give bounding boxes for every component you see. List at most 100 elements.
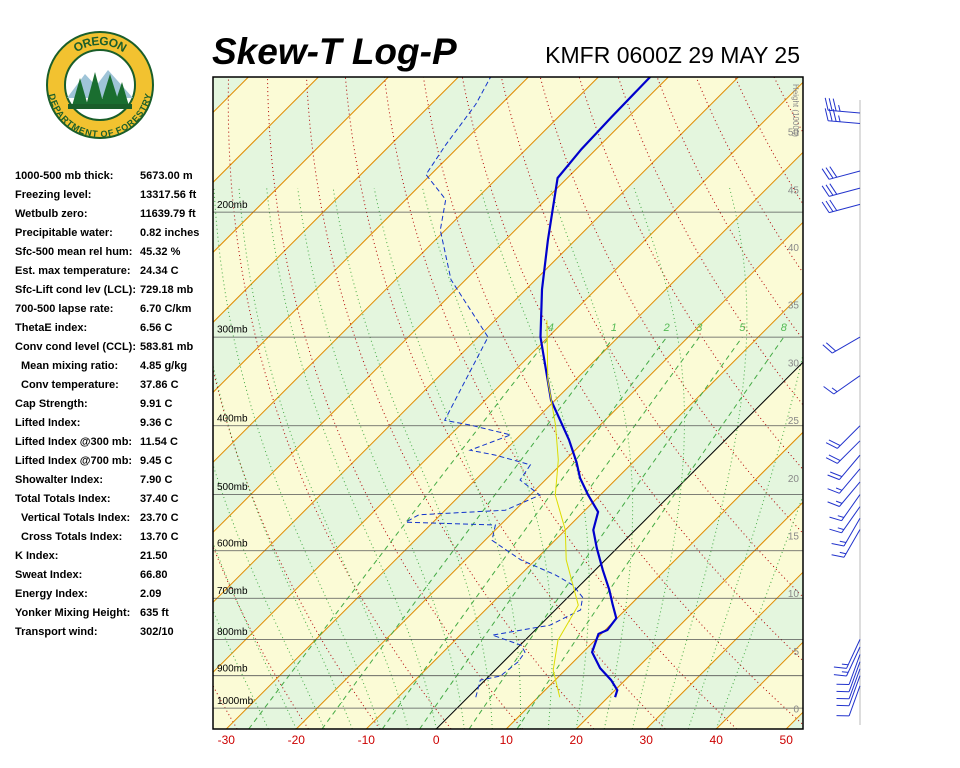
y-tick-label: 900mb [217, 663, 248, 674]
profile-line [546, 320, 579, 698]
moist-adiabat [715, 494, 803, 729]
y-tick-label: 400mb [217, 413, 248, 424]
stat-value: 24.34 C [140, 265, 179, 277]
wind-barb [827, 481, 861, 507]
stat-value: 583.81 mb [140, 341, 193, 353]
stat-label: Vertical Totals Index: [21, 512, 130, 524]
stat-value: 45.32 % [140, 246, 181, 258]
wind-barb [825, 440, 861, 464]
profile-line [539, 77, 651, 698]
mixing-ratio-line [321, 336, 615, 729]
wind-barb [836, 668, 861, 700]
isotherm [213, 77, 599, 464]
stat-label: Lifted Index: [15, 417, 80, 429]
mixing-ratio-label: 2 [663, 322, 670, 334]
wind-barb [836, 654, 861, 685]
isotherm-grid-line [575, 501, 803, 729]
mixing-ratio-label: .4 [545, 322, 554, 334]
stat-value: 21.50 [140, 550, 168, 562]
stat-value: 11.54 C [140, 436, 178, 448]
x-tick-label: 0 [433, 733, 440, 747]
stat-label: 700-500 lapse rate: [15, 303, 113, 315]
mixing-ratio-label: 8 [781, 322, 788, 334]
moist-adiabat [213, 463, 325, 729]
stat-label: Yonker Mixing Height: [15, 607, 130, 619]
x-tick-label: -30 [218, 733, 236, 747]
stat-value: 9.45 C [140, 455, 172, 467]
isotherm-grid-line [295, 221, 803, 729]
stat-value: 2.09 [140, 588, 161, 600]
stat-label: Cap Strength: [15, 398, 88, 410]
plot-overlay: -30 -20 -10 0 10 20 30 40 50.4 1 2 3 5 81000mb900mb80… [212, 76, 804, 747]
stat-label: Conv temperature: [21, 379, 119, 391]
wind-barb [825, 425, 861, 449]
temperature-band [213, 82, 803, 729]
stat-value: 729.18 mb [140, 284, 193, 296]
chart-title: Skew-T Log-P [212, 31, 457, 72]
moist-adiabat [549, 187, 634, 729]
x-tick-label: 10 [500, 733, 514, 747]
wind-barb [836, 685, 861, 717]
y2-tick-label: 25 [788, 416, 800, 427]
stat-value: 9.91 C [140, 398, 172, 410]
dry-adiabat [930, 77, 960, 729]
x-tick-label: -20 [288, 733, 306, 747]
y-tick-label: 600mb [217, 538, 248, 549]
mixing-ratio-label: 5 [739, 322, 746, 334]
wind-barb [822, 336, 861, 354]
logo-top: OREGON [71, 34, 129, 55]
wind-barb [833, 646, 861, 677]
stat-label: Lifted Index @700 mb: [15, 455, 132, 467]
y2-tick-label: 0 [793, 705, 799, 716]
wind-barb [831, 517, 861, 547]
isotherm [213, 77, 669, 534]
dry-adiabat [891, 77, 960, 729]
dry-adiabat [852, 77, 960, 729]
wind-barb [824, 108, 861, 124]
stat-value: 37.86 C [140, 379, 179, 391]
mixing-ratio-line [419, 336, 700, 729]
mixing-ratio-label: 1 [611, 322, 617, 334]
x-tick-label: 20 [570, 733, 584, 747]
dry-adiabat [267, 77, 523, 729]
stat-label: Sweat Index: [15, 569, 82, 581]
wind-barb [821, 199, 861, 214]
stat-value: 9.36 C [140, 417, 172, 429]
moist-adiabat [213, 541, 297, 729]
y2-tick-label: 30 [788, 358, 800, 369]
stat-label: Wetbulb zero: [15, 208, 88, 220]
mixing-ratio-line [516, 336, 785, 729]
stat-value: 37.40 C [140, 493, 179, 505]
isotherm-grid-line [435, 361, 803, 729]
isotherm [213, 77, 389, 254]
stat-value: 6.70 C/km [140, 303, 192, 315]
wind-barb [836, 675, 861, 707]
moist-adiabat [422, 187, 553, 729]
stat-value: 11639.79 ft [140, 208, 196, 220]
chart-subtitle: KMFR 0600Z 29 MAY 25 [545, 42, 800, 68]
moist-adiabat [266, 188, 437, 729]
stat-label: Conv cond level (CCL): [15, 341, 136, 353]
wind-barb [827, 468, 861, 494]
stat-label: 1000-500 mb thick: [15, 170, 113, 182]
wind-barb [836, 661, 861, 693]
logo-ground [68, 104, 132, 109]
stat-value: 13317.56 ft [140, 189, 197, 201]
stat-value: 635 ft [140, 607, 169, 619]
temperature-band [213, 77, 803, 673]
temperature-band [786, 712, 803, 729]
y2-axis-label: Height (1000ft) [791, 84, 800, 137]
logo-top-text: OREGON [71, 34, 129, 55]
stat-label: Total Totals Index: [15, 493, 111, 505]
dry-adiabat [617, 77, 803, 406]
y2-tick-label: 45 [788, 185, 800, 196]
moist-adiabat [213, 188, 381, 729]
x-tick-label: -10 [358, 733, 376, 747]
isotherm-grid-line [365, 291, 803, 729]
stat-label: Energy Index: [15, 588, 88, 600]
isotherm [213, 81, 803, 674]
stat-label: Freezing level: [15, 189, 91, 201]
moist-adiabat [332, 188, 493, 729]
